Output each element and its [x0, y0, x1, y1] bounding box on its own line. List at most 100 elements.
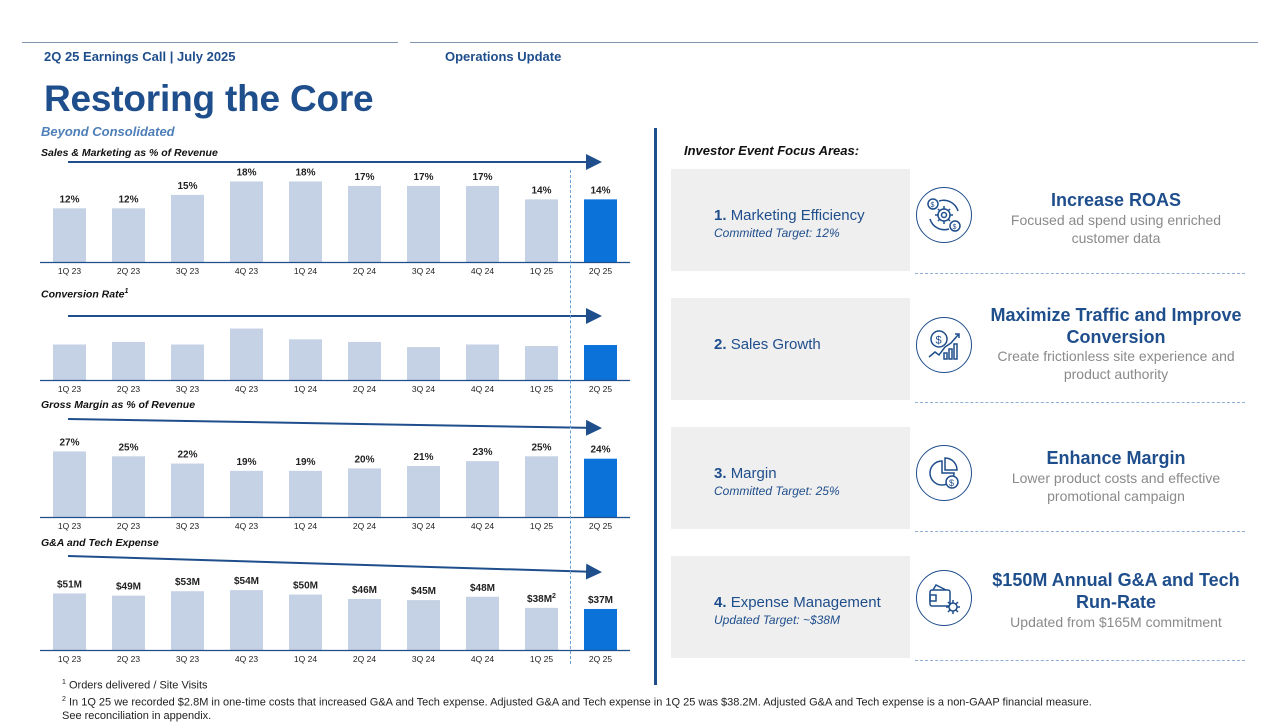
focus-area-description: Create frictionless site experience and …	[997, 348, 1235, 382]
focus-area-box: 4. Expense Management Updated Target: ~$…	[671, 556, 910, 658]
focus-area-heading: Increase ROAS	[1050, 190, 1182, 210]
chart-ga-tech-expense: G&A and Tech Expense $51M 1Q 23 $49M 2Q 23 $…	[0, 537, 650, 667]
data-label: $37M	[588, 595, 613, 606]
focus-area-number: 4.	[714, 594, 727, 611]
focus-area-number: 1.	[714, 207, 727, 224]
tick-label: 3Q 23	[176, 384, 199, 394]
tick-label: 2Q 25	[589, 654, 612, 664]
chart-title: Sales & Marketing as % of Revenue	[41, 147, 218, 159]
focus-area-target: Committed Target: 12%	[714, 226, 840, 240]
data-label: $45M	[411, 586, 436, 597]
footnotes: 1 Orders delivered / Site Visits 2 In 1Q…	[62, 676, 1242, 723]
data-label: $38M2	[527, 593, 556, 605]
bar	[230, 181, 263, 262]
tick-label: 2Q 25	[589, 521, 612, 531]
data-label: $49M	[116, 582, 141, 593]
tick-label: 2Q 23	[117, 384, 140, 394]
footnote-mark: 1	[62, 679, 66, 686]
chart-title: Conversion Rate1	[41, 288, 128, 301]
bar	[112, 595, 145, 650]
chart-title: G&A and Tech Expense	[41, 537, 159, 549]
chart-conversion-rate: Conversion Rate1 1Q 23 2Q 23 3Q 23 4Q 23 1Q …	[0, 288, 650, 400]
tick-label: 4Q 24	[471, 521, 494, 531]
focus-area-marketing-efficiency: 1. Marketing Efficiency Committed Target…	[671, 169, 1245, 274]
tick-label: 1Q 23	[58, 384, 81, 394]
chart-svg: $51M 1Q 23 $49M 2Q 23 $53M 3Q 23 $54M 4Q 23 $50M…	[40, 555, 630, 664]
focus-area-label: Sales Growth	[730, 336, 821, 353]
data-label: 27%	[59, 437, 79, 448]
focus-area-description: Updated from $165M commitment	[1010, 614, 1222, 630]
data-label: 17%	[413, 172, 433, 183]
focus-area-separator	[915, 531, 1245, 532]
data-label: 25%	[118, 442, 138, 453]
bar	[348, 468, 381, 517]
tick-label: 2Q 24	[353, 654, 376, 664]
footnote-mark: 2	[62, 695, 66, 703]
data-label: 18%	[295, 167, 315, 178]
focus-area-sales-growth: 2. Sales Growth $ Maximize Traffic and I…	[671, 298, 1245, 403]
bar	[289, 339, 322, 380]
data-label: 20%	[354, 454, 374, 465]
bar	[525, 346, 558, 380]
bar	[230, 470, 263, 517]
tick-label: 3Q 24	[412, 654, 435, 664]
data-label: 14%	[531, 185, 551, 196]
bar	[289, 470, 322, 517]
tick-label: 1Q 24	[294, 654, 317, 664]
page-title: Restoring the Core	[44, 78, 374, 119]
focus-area-name: 1. Marketing Efficiency	[714, 207, 865, 224]
bar	[171, 194, 204, 262]
focus-area-number: 2.	[714, 336, 727, 353]
focus-area-heading: $150M Annual G&A and Tech Run-Rate	[992, 570, 1240, 612]
bar	[407, 347, 440, 380]
bar	[53, 593, 86, 650]
tick-label: 2Q 23	[117, 521, 140, 531]
tick-label: 2Q 23	[117, 654, 140, 664]
focus-area-label: Expense Management	[730, 594, 881, 611]
data-label: 19%	[295, 457, 315, 468]
footnote-text: Orders delivered / Site Visits	[68, 679, 208, 692]
data-label: 23%	[472, 447, 492, 458]
data-label: 15%	[177, 181, 197, 192]
chart-svg: 12% 1Q 23 12% 2Q 23 15% 3Q 23 18% 4Q 23 18% 1Q 24…	[40, 154, 630, 276]
tick-label: 1Q 23	[58, 266, 81, 276]
focus-areas-title: Investor Event Focus Areas:	[684, 143, 860, 158]
focus-area-separator	[915, 273, 1245, 274]
chart-title: Gross Margin as % of Revenue	[41, 399, 196, 411]
bar	[289, 594, 322, 650]
bar	[348, 598, 381, 650]
focus-area-target: Updated Target: ~$38M	[714, 613, 840, 627]
bar	[112, 341, 145, 380]
tick-label: 4Q 23	[235, 654, 258, 664]
vertical-divider	[654, 128, 657, 685]
bar	[112, 208, 145, 262]
focus-area-heading: Maximize Traffic and Improve Conversion	[990, 305, 1242, 347]
focus-area-name: 4. Expense Management	[714, 594, 881, 611]
footnote-2-continued: See reconciliation in appendix.	[62, 710, 212, 723]
svg-text:$: $	[931, 202, 935, 209]
data-label: 18%	[236, 167, 256, 178]
tick-label: 2Q 24	[353, 521, 376, 531]
data-label: 12%	[118, 194, 138, 205]
data-label: $46M	[352, 585, 377, 596]
bar	[584, 199, 617, 262]
tick-label: 4Q 23	[235, 521, 258, 531]
footnote-1: 1 Orders delivered / Site Visits	[62, 676, 1242, 693]
chart-sales-marketing: Sales & Marketing as % of Revenue 12% 1Q …	[0, 147, 650, 279]
pie-chart-dollar-icon: $	[916, 445, 972, 501]
data-label: $51M	[57, 579, 82, 590]
header-section-label: Operations Update	[445, 49, 562, 64]
tick-label: 3Q 24	[412, 266, 435, 276]
bar	[171, 344, 204, 380]
svg-text:$: $	[949, 478, 954, 488]
tick-label: 2Q 25	[589, 266, 612, 276]
focus-area-name: 2. Sales Growth	[714, 336, 821, 353]
tick-label: 1Q 23	[58, 654, 81, 664]
roas-gear-dollar-icon: $ $	[916, 187, 972, 243]
bar	[230, 328, 263, 380]
tick-label: 2Q 25	[589, 384, 612, 394]
tick-label: 1Q 24	[294, 521, 317, 531]
header-rule-right	[410, 42, 1258, 43]
focus-area-description: Focused ad spend using enriched customer…	[1010, 212, 1222, 246]
svg-text:$: $	[936, 335, 942, 347]
